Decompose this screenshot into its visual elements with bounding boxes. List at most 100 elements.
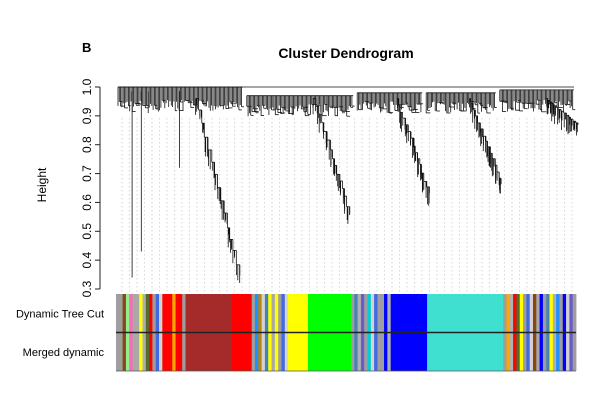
module-color-block — [374, 294, 378, 333]
module-color-block — [145, 332, 150, 371]
module-color-block — [549, 294, 554, 333]
y-tick-label: 0.9 — [80, 107, 94, 124]
module-color-block — [185, 294, 233, 333]
module-color-block — [129, 294, 133, 333]
module-color-block — [162, 294, 173, 333]
module-color-block — [155, 332, 160, 371]
module-color-block — [562, 294, 567, 333]
color-row-labels: Dynamic Tree Cut Merged dynamic — [16, 308, 105, 359]
module-color-block — [374, 332, 378, 371]
module-color-block — [268, 332, 272, 371]
module-color-block — [354, 332, 358, 371]
module-color-block — [145, 294, 150, 333]
module-color-block — [182, 294, 186, 333]
module-color-block — [523, 332, 527, 371]
module-color-block — [506, 332, 511, 371]
module-color-block — [539, 332, 544, 371]
module-color-bars — [116, 294, 577, 372]
module-color-block — [268, 294, 272, 333]
module-color-block — [254, 294, 259, 333]
panel-letter: B — [82, 40, 91, 55]
module-color-block — [526, 332, 531, 371]
module-color-block — [357, 294, 362, 333]
module-color-block — [258, 294, 263, 333]
module-color-block — [122, 294, 127, 333]
module-color-block — [182, 332, 186, 371]
module-color-block — [367, 294, 372, 333]
module-color-block — [556, 332, 560, 371]
module-color-block — [254, 332, 259, 371]
y-tick-label: 0.8 — [80, 136, 94, 153]
module-color-block — [264, 294, 269, 333]
module-color-block — [387, 294, 392, 333]
module-color-block — [149, 332, 153, 371]
module-color-block — [125, 332, 130, 371]
module-color-block — [526, 294, 531, 333]
module-color-block — [532, 294, 537, 333]
module-color-block — [387, 332, 392, 371]
module-color-block — [427, 294, 504, 333]
y-tick-label: 1.0 — [80, 78, 94, 95]
module-color-block — [360, 294, 365, 333]
module-color-block — [231, 332, 253, 371]
module-color-block — [542, 294, 547, 333]
module-color-block — [364, 294, 368, 333]
color-row-label: Merged dynamic — [23, 347, 105, 359]
module-color-block — [271, 294, 276, 333]
module-color-block — [288, 294, 309, 333]
module-color-block — [357, 332, 362, 371]
module-color-block — [546, 332, 550, 371]
module-color-block — [132, 294, 140, 333]
module-color-block — [377, 294, 385, 333]
module-color-block — [532, 332, 537, 371]
module-color-block — [370, 332, 375, 371]
module-color-block — [566, 332, 570, 371]
module-color-block — [159, 294, 163, 333]
y-tick-label: 0.6 — [80, 194, 94, 211]
module-color-block — [546, 294, 550, 333]
module-color-block — [370, 294, 375, 333]
module-color-block — [513, 332, 517, 371]
module-color-block — [516, 294, 521, 333]
y-tick-label: 0.3 — [80, 280, 94, 297]
module-color-block — [258, 332, 263, 371]
module-color-block — [142, 294, 147, 333]
module-color-block — [271, 332, 276, 371]
module-color-block — [509, 294, 514, 333]
module-color-block — [307, 332, 352, 371]
y-axis: 0.3 0.4 0.5 0.6 0.7 0.8 0.9 1.0 — [80, 78, 101, 297]
module-color-block — [159, 332, 163, 371]
module-color-block — [354, 294, 358, 333]
module-color-block — [377, 332, 385, 371]
module-color-block — [516, 332, 521, 371]
module-color-block — [503, 294, 507, 333]
chart-title: Cluster Dendrogram — [278, 45, 413, 61]
guide-lines — [121, 118, 573, 292]
module-color-block — [261, 294, 266, 333]
module-color-block — [125, 294, 130, 333]
module-color-block — [231, 294, 253, 333]
module-color-block — [529, 294, 534, 333]
module-color-block — [562, 332, 567, 371]
y-axis-label: Height — [35, 167, 49, 202]
module-color-block — [539, 294, 544, 333]
module-color-block — [384, 294, 388, 333]
module-color-block — [390, 294, 428, 333]
module-color-block — [175, 294, 183, 333]
module-color-block — [284, 332, 289, 371]
module-color-block — [172, 332, 176, 371]
module-color-block — [506, 294, 511, 333]
module-color-block — [559, 332, 564, 371]
module-color-block — [122, 332, 127, 371]
module-color-block — [556, 294, 560, 333]
module-color-block — [350, 294, 355, 333]
module-color-block — [427, 332, 504, 371]
module-color-block — [390, 332, 428, 371]
module-color-block — [251, 294, 256, 333]
module-color-block — [155, 294, 160, 333]
module-color-block — [536, 294, 540, 333]
module-color-block — [132, 332, 140, 371]
module-color-block — [549, 332, 554, 371]
module-color-block — [384, 332, 388, 371]
